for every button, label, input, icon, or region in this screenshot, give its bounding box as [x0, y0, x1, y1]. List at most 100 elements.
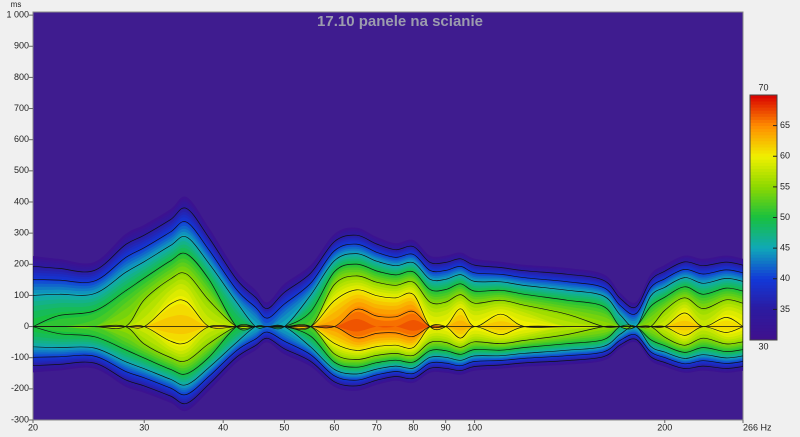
colorbar-cell: [750, 321, 777, 326]
colorbar-cell: [750, 162, 777, 166]
colorbar-cell: [750, 300, 777, 304]
colorbar-label: 45: [780, 243, 790, 253]
y-tick-label: 100: [14, 290, 29, 300]
colorbar-cell: [750, 177, 777, 182]
colorbar-cell: [750, 284, 777, 289]
colorbar-cell: [750, 205, 777, 209]
x-tick-label: 30: [139, 422, 149, 432]
x-tick-label: 50: [279, 422, 289, 432]
colorbar-cell: [750, 165, 777, 169]
colorbar-label: 40: [780, 273, 790, 283]
colorbar-cell: [750, 306, 777, 310]
colorbar-cell: [750, 297, 777, 301]
colorbar-cell: [750, 125, 777, 130]
colorbar-cell: [750, 128, 777, 133]
colorbar-cell: [750, 312, 777, 316]
colorbar-cell: [750, 183, 777, 188]
contour-line: [33, 308, 743, 339]
colorbar-cell: [750, 150, 777, 154]
colorbar-cell: [750, 251, 777, 255]
colorbar-label: 35: [780, 304, 790, 314]
colorbar-cell: [750, 110, 777, 114]
colorbar-cell: [750, 208, 777, 212]
colorbar-cell: [750, 263, 777, 267]
x-tick-label: 100: [467, 422, 482, 432]
colorbar-cell: [750, 266, 777, 270]
colorbar-label: 50: [780, 212, 790, 222]
colorbar-cell: [750, 281, 777, 286]
colorbar-cell: [750, 226, 777, 231]
colorbar-cell: [750, 220, 777, 225]
y-tick-label: 600: [14, 134, 29, 144]
colorbar-cell: [750, 153, 777, 157]
colorbar-cell: [750, 144, 777, 148]
colorbar-cell: [750, 333, 777, 338]
colorbar-cell: [750, 248, 777, 252]
colorbar-label: 65: [780, 120, 790, 130]
colorbar-cell: [750, 275, 777, 280]
y-tick-label: 200: [14, 259, 29, 269]
colorbar-cell: [750, 272, 777, 277]
colorbar-cell: [750, 137, 777, 142]
colorbar-cell: [750, 330, 777, 335]
plot: [33, 196, 743, 412]
colorbar-cell: [750, 327, 777, 332]
y-axis-label: ms: [11, 0, 22, 9]
y-tick-label: 700: [14, 103, 29, 113]
colorbar-cell: [750, 147, 777, 151]
colorbar-label: 60: [780, 151, 790, 161]
colorbar-cell: [750, 211, 777, 215]
chart-title: 17.10 panele na scianie: [317, 13, 483, 30]
x-tick-label: 70: [372, 422, 382, 432]
y-tick-label: 500: [14, 165, 29, 175]
colorbar-cell: [750, 193, 777, 197]
y-tick-label: 0: [24, 321, 29, 331]
y-tick-label: 1 000: [6, 9, 29, 19]
x-tick-label: 90: [441, 422, 451, 432]
y-tick-label: -300: [11, 414, 29, 424]
x-tick-label: 60: [329, 422, 339, 432]
x-tick-label: 40: [218, 422, 228, 432]
colorbar-cell: [750, 242, 777, 246]
colorbar-cell: [750, 98, 777, 102]
colorbar-cell: [750, 156, 777, 160]
colorbar-cell: [750, 278, 777, 283]
colorbar-cell: [750, 232, 777, 237]
y-tick-label: 300: [14, 228, 29, 238]
colorbar-cell: [750, 196, 777, 200]
colorbar-cell: [750, 291, 777, 295]
contour-fill: [33, 311, 743, 337]
colorbar-cell: [750, 171, 777, 176]
colorbar-cell: [750, 134, 777, 139]
y-tick-label: -100: [11, 352, 29, 362]
colorbar-cell: [750, 315, 777, 319]
colorbar-cell: [750, 186, 777, 191]
colorbar-cell: [750, 168, 777, 172]
colorbar-cell: [750, 318, 777, 323]
colorbar-cell: [750, 235, 777, 240]
colorbar-cell: [750, 122, 777, 127]
colorbar-label: 70: [758, 82, 768, 92]
colorbar-cell: [750, 287, 777, 292]
colorbar-cell: [750, 140, 777, 145]
colorbar-cell: [750, 324, 777, 329]
colorbar-cell: [750, 229, 777, 234]
colorbar-cell: [750, 214, 777, 218]
colorbar-cell: [750, 303, 777, 307]
colorbar-cell: [750, 174, 777, 179]
colorbar-cell: [750, 269, 777, 274]
x-tick-label: 200: [657, 422, 672, 432]
y-tick-label: 900: [14, 41, 29, 51]
contour-line: [33, 221, 743, 396]
colorbar-cell: [750, 159, 777, 163]
x-tick-label: 266 Hz: [743, 422, 772, 432]
colorbar-cell: [750, 217, 777, 221]
colorbar-cell: [750, 101, 777, 105]
y-tick-label: -200: [11, 383, 29, 393]
colorbar-cell: [750, 336, 777, 341]
colorbar-label: 55: [780, 181, 790, 191]
colorbar-cell: [750, 107, 777, 111]
x-tick-label: 20: [28, 422, 38, 432]
colorbar-cell: [750, 260, 777, 264]
